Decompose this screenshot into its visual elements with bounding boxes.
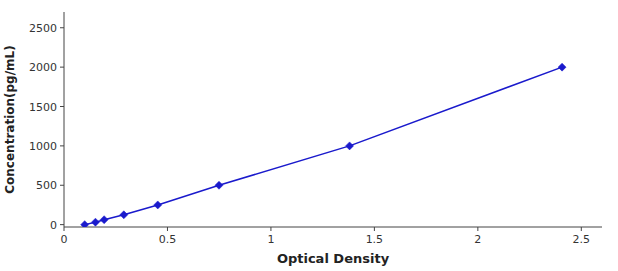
chart-svg: 0 0.5 1 1.5 2 2.5 0 500 1000 1500 2000 2500 Optical … [0,0,618,271]
y-tick [60,67,64,68]
x-tick-label: 2.5 [573,233,591,246]
x-axis-line [64,227,602,228]
background [0,0,618,271]
y-tick [60,224,64,225]
y-ticks: 0 500 1000 1500 2000 2500 [29,22,64,232]
marker [154,201,162,209]
y-tick [60,106,64,107]
y-tick-label: 2000 [29,61,57,74]
x-tick [374,227,375,231]
marker [81,221,89,227]
x-tick [167,227,168,231]
x-tick [64,227,65,231]
y-tick-label: 1500 [29,101,57,114]
x-ticks: 0 0.5 1 1.5 2 2.5 [61,227,591,246]
y-tick-label: 0 [50,219,57,232]
marker [120,211,128,219]
plot-area [81,63,566,227]
chart-container: 0 0.5 1 1.5 2 2.5 0 500 1000 1500 2000 2500 Optical … [0,0,618,271]
marker [100,216,108,224]
x-axis-label: Optical Density [277,251,390,266]
marker [346,142,354,150]
y-tick-label: 2500 [29,22,57,35]
x-tick [270,227,271,231]
y-tick [60,27,64,28]
y-axis-label: Concentration(pg/mL) [3,45,17,193]
y-tick [60,185,64,186]
line [85,67,562,225]
marker [215,181,223,189]
x-tick-label: 0.5 [159,233,177,246]
x-tick-label: 1.5 [366,233,384,246]
x-tick-label: 2 [474,233,481,246]
y-tick-label: 1000 [29,140,57,153]
x-tick-label: 1 [267,233,274,246]
y-tick [60,145,64,146]
x-tick [581,227,582,231]
marker [558,63,566,71]
marker [91,218,99,226]
x-tick-label: 0 [61,233,68,246]
y-tick-label: 500 [36,179,57,192]
y-axis-line [64,12,65,227]
x-tick [477,227,478,231]
